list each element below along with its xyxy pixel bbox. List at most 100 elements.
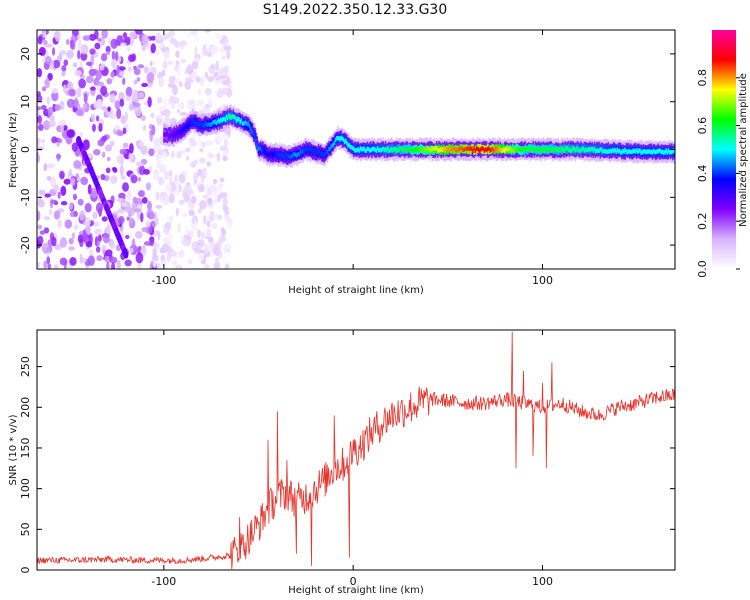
noise-speck bbox=[223, 244, 230, 254]
noise-speck bbox=[181, 238, 188, 246]
noise-speck bbox=[37, 35, 43, 45]
ridge-cell bbox=[573, 146, 575, 152]
ridge-cell bbox=[667, 148, 670, 153]
noise-speck bbox=[176, 150, 182, 159]
ridge-cell bbox=[652, 148, 655, 153]
ridge-cell bbox=[309, 147, 312, 152]
noise-speck bbox=[42, 40, 48, 45]
noise-speck bbox=[63, 59, 69, 67]
noise-speck bbox=[143, 66, 149, 74]
noise-speck bbox=[196, 139, 202, 147]
noise-speck bbox=[207, 75, 214, 83]
noise-speck bbox=[193, 159, 199, 166]
ridge-cell bbox=[497, 146, 499, 152]
ridge-cell bbox=[580, 148, 582, 153]
ridge-cell bbox=[571, 148, 573, 153]
noise-speck bbox=[137, 261, 142, 269]
ridge-cell bbox=[619, 145, 622, 155]
ridge-cell bbox=[600, 147, 603, 152]
noise-speck bbox=[90, 86, 96, 91]
ridge-cell bbox=[506, 146, 508, 152]
ridge-cell bbox=[427, 146, 430, 152]
noise-speck bbox=[62, 84, 67, 94]
noise-speck bbox=[66, 39, 70, 46]
ridge-cell bbox=[307, 147, 310, 152]
ridge-cell bbox=[248, 123, 251, 128]
noise-speck bbox=[184, 226, 189, 237]
noise-speck bbox=[98, 122, 103, 133]
ridge-cell bbox=[394, 147, 397, 152]
noise-speck bbox=[60, 201, 68, 206]
ridge-cell bbox=[639, 148, 641, 153]
noise-speck bbox=[106, 156, 111, 162]
ridge-cell bbox=[599, 147, 602, 152]
noise-speck bbox=[79, 253, 83, 264]
noise-speck bbox=[97, 37, 102, 42]
noise-speck bbox=[68, 88, 76, 97]
ridge-cell bbox=[409, 148, 412, 153]
ridge-cell bbox=[463, 147, 465, 152]
noise-speck bbox=[143, 168, 150, 175]
ridge-cell bbox=[250, 128, 253, 133]
ridge-cell bbox=[209, 122, 212, 127]
ridge-cell bbox=[341, 136, 344, 141]
ridge-cell bbox=[185, 124, 188, 129]
noise-speck bbox=[211, 200, 216, 208]
noise-speck bbox=[133, 68, 141, 76]
ridge-cell bbox=[308, 146, 311, 152]
ridge-cell bbox=[175, 131, 178, 136]
ridge-cell bbox=[421, 147, 423, 153]
noise-speck bbox=[118, 208, 123, 214]
ridge-cell bbox=[377, 148, 380, 153]
noise-speck bbox=[141, 44, 146, 52]
noise-speck bbox=[199, 157, 206, 164]
ridge-cell bbox=[371, 147, 373, 152]
ridge-cell bbox=[266, 148, 269, 157]
ridge-cell bbox=[204, 121, 206, 131]
ridge-cell bbox=[184, 124, 187, 129]
noise-speck bbox=[189, 30, 198, 36]
noise-speck bbox=[49, 115, 56, 122]
noise-speck bbox=[166, 112, 170, 119]
ridge-cell bbox=[189, 122, 191, 127]
noise-speck bbox=[157, 71, 163, 80]
ridge-cell bbox=[552, 148, 555, 153]
ridge-cell bbox=[252, 132, 255, 137]
noise-speck bbox=[37, 114, 43, 125]
noise-speck bbox=[164, 183, 172, 193]
noise-speck bbox=[133, 79, 138, 85]
noise-speck bbox=[54, 104, 61, 112]
ridge-cell bbox=[564, 146, 566, 152]
noise-speck bbox=[200, 75, 204, 87]
ridge-cell bbox=[172, 129, 174, 139]
ridge-cell bbox=[430, 148, 432, 153]
ridge-cell bbox=[399, 146, 402, 151]
noise-speck bbox=[198, 208, 202, 214]
noise-speck bbox=[183, 192, 191, 203]
noise-speck bbox=[223, 45, 232, 52]
ridge-cell bbox=[291, 153, 294, 159]
ridge-cell bbox=[182, 126, 185, 132]
ridge-cell bbox=[301, 148, 304, 153]
ridge-cell bbox=[290, 154, 293, 159]
noise-speck bbox=[116, 154, 125, 165]
noise-speck bbox=[68, 168, 73, 177]
ridge-cell bbox=[460, 145, 463, 151]
ridge-cell bbox=[659, 148, 662, 154]
ridge-cell bbox=[270, 150, 272, 156]
ridge-cell bbox=[608, 148, 611, 154]
noise-speck bbox=[97, 99, 103, 108]
ridge-cell bbox=[666, 150, 669, 155]
ridge-cell bbox=[516, 147, 519, 153]
ridge-cell bbox=[481, 146, 483, 151]
noise-speck bbox=[96, 255, 103, 262]
ridge-cell bbox=[314, 148, 316, 153]
ridge-cell bbox=[271, 153, 273, 158]
ridge-cell bbox=[561, 147, 564, 152]
noise-speck bbox=[115, 129, 123, 136]
noise-speck bbox=[207, 203, 213, 210]
noise-speck bbox=[186, 103, 192, 109]
noise-speck bbox=[128, 103, 135, 111]
ridge-cell bbox=[316, 148, 319, 154]
